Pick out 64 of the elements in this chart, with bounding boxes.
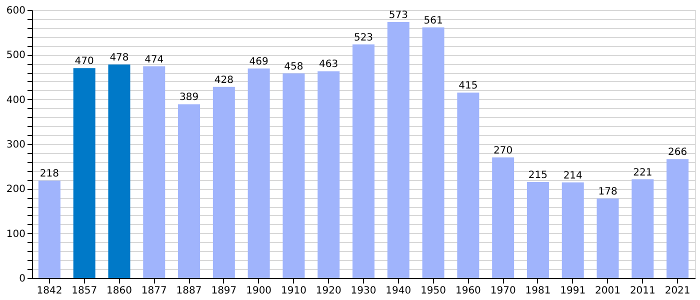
bar — [38, 180, 60, 278]
bar — [282, 73, 305, 278]
x-tick-label: 1991 — [560, 286, 586, 296]
bar — [387, 22, 410, 278]
data-label: 214 — [563, 170, 582, 182]
bar — [422, 27, 444, 278]
x-tick-label: 1857 — [72, 286, 98, 296]
x-tick-label: 2021 — [664, 286, 690, 296]
data-label: 458 — [284, 61, 304, 72]
x-tick-label: 1910 — [280, 286, 306, 296]
x-tick-label: 1842 — [36, 286, 62, 296]
data-label: 215 — [528, 170, 548, 181]
y-tick-label: 300 — [6, 140, 26, 150]
data-label: 270 — [494, 145, 513, 156]
y-tick-label: 600 — [6, 6, 26, 16]
bar — [492, 157, 514, 278]
bar — [352, 44, 374, 278]
bar — [248, 68, 270, 278]
x-tick-label: 1940 — [386, 286, 412, 296]
bar — [457, 92, 480, 278]
x-tick-label: 1877 — [141, 286, 167, 296]
y-tick-label: 100 — [6, 228, 26, 240]
x-tick-label: 1887 — [176, 286, 202, 296]
x-tick-label: 1930 — [350, 286, 376, 296]
data-label: 474 — [144, 54, 164, 66]
bar — [632, 179, 654, 278]
data-label: 218 — [40, 168, 59, 180]
bar — [212, 86, 235, 278]
y-tick-label: 400 — [6, 94, 26, 106]
x-tick-label: 1960 — [455, 286, 481, 296]
y-tick-label: 500 — [6, 50, 26, 62]
data-label: 221 — [633, 167, 652, 178]
data-label: 415 — [458, 80, 478, 92]
data-label: 469 — [249, 56, 268, 68]
bar — [108, 64, 130, 278]
x-tick-label: 1981 — [525, 286, 551, 296]
data-label: 428 — [214, 74, 234, 86]
x-tick-label: 1897 — [211, 286, 237, 296]
bar — [562, 182, 584, 278]
data-label: 266 — [668, 147, 688, 158]
bar — [596, 198, 619, 278]
bar — [318, 71, 340, 278]
data-label: 523 — [354, 32, 374, 44]
data-label: 478 — [110, 52, 129, 64]
x-tick-label: 1970 — [490, 286, 516, 296]
bar — [178, 104, 200, 278]
y-tick-label: 0 — [19, 274, 26, 284]
y-tick-label: 200 — [6, 184, 26, 196]
data-label: 470 — [74, 56, 94, 68]
data-label: 573 — [388, 10, 408, 22]
bar — [666, 159, 689, 278]
x-tick-label: 1900 — [246, 286, 272, 296]
data-label: 389 — [179, 92, 199, 104]
x-tick-label: 2011 — [630, 286, 656, 296]
data-label: 463 — [319, 59, 338, 70]
x-tick-label: 1920 — [316, 286, 342, 296]
x-tick-label: 2001 — [595, 286, 620, 296]
x-tick-label: 1950 — [420, 286, 446, 296]
x-tick-label: 1860 — [106, 286, 132, 296]
bar — [526, 182, 549, 278]
data-label: 561 — [424, 15, 443, 26]
bar — [73, 68, 96, 278]
bar — [143, 66, 166, 278]
data-label: 178 — [598, 186, 618, 198]
